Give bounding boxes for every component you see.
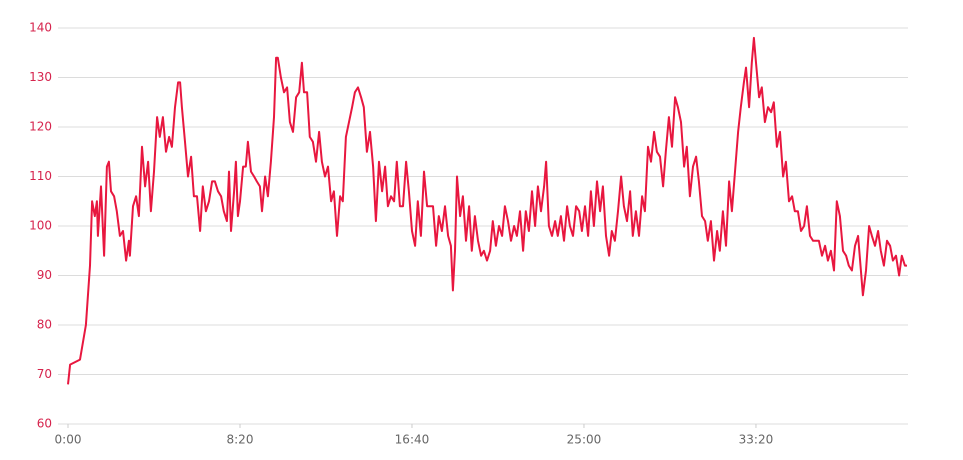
y-tick-label: 140 <box>29 21 52 35</box>
x-tick-label: 8:20 <box>227 433 254 447</box>
line-series <box>67 36 907 385</box>
y-tick-label: 80 <box>37 318 52 332</box>
y-tick-label: 100 <box>29 219 52 233</box>
y-tick-label: 60 <box>37 417 52 431</box>
y-tick-label: 110 <box>29 169 52 183</box>
y-tick-label: 70 <box>37 367 52 381</box>
y-tick-label: 90 <box>37 268 52 282</box>
y-tick-label: 130 <box>29 70 52 84</box>
x-tick-label: 25:00 <box>567 433 602 447</box>
y-tick-label: 120 <box>29 120 52 134</box>
x-tick-label: 33:20 <box>739 433 774 447</box>
x-tick-label: 16:40 <box>395 433 430 447</box>
x-tick-label: 0:00 <box>55 433 82 447</box>
